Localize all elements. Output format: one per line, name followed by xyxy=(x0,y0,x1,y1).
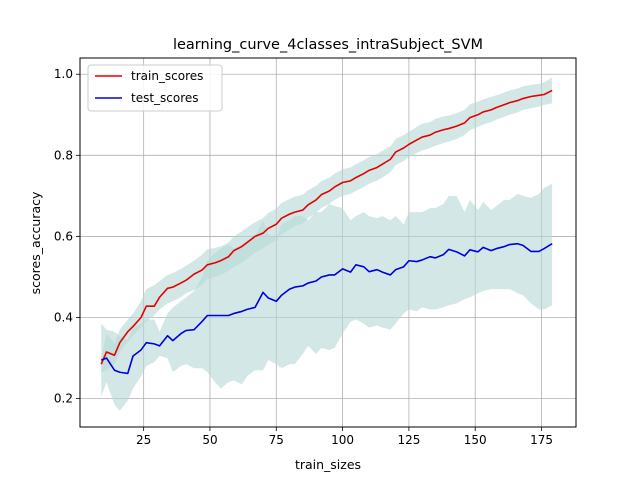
x-tick-label: 25 xyxy=(136,433,151,447)
y-tick-label: 0.4 xyxy=(54,311,73,325)
legend: train_scores test_scores xyxy=(87,64,223,112)
y-tick-label: 0.8 xyxy=(54,148,73,162)
x-tick-label: 50 xyxy=(202,433,217,447)
test_scores-band xyxy=(101,183,553,411)
x-tick-label: 175 xyxy=(530,433,553,447)
x-tick-label: 75 xyxy=(269,433,284,447)
plot-frame xyxy=(79,57,577,428)
x-tick-label: 100 xyxy=(331,433,354,447)
y-tick-label: 1.0 xyxy=(54,67,73,81)
legend-label-train_scores: train_scores xyxy=(131,69,203,83)
series-lines xyxy=(100,89,553,375)
x-axis-ticks: 25 50 75 100 125 150 175 xyxy=(136,427,553,447)
confidence-bands xyxy=(101,77,553,411)
y-tick-label: 0.2 xyxy=(54,392,73,406)
y-tick-label: 0.6 xyxy=(54,229,73,243)
test_scores-line xyxy=(100,242,553,375)
chart-title: learning_curve_4classes_intraSubject_SVM xyxy=(173,37,483,53)
y-axis-ticks: 0.2 0.4 0.6 0.8 1.0 xyxy=(54,67,80,406)
x-tick-label: 150 xyxy=(464,433,487,447)
x-axis-label: train_sizes xyxy=(295,457,361,472)
x-tick-label: 125 xyxy=(397,433,420,447)
train_scores-band xyxy=(101,77,553,373)
train_scores-line xyxy=(100,89,553,365)
legend-label-test_scores: test_scores xyxy=(131,91,199,105)
y-axis-label: scores_accuracy xyxy=(28,191,43,294)
